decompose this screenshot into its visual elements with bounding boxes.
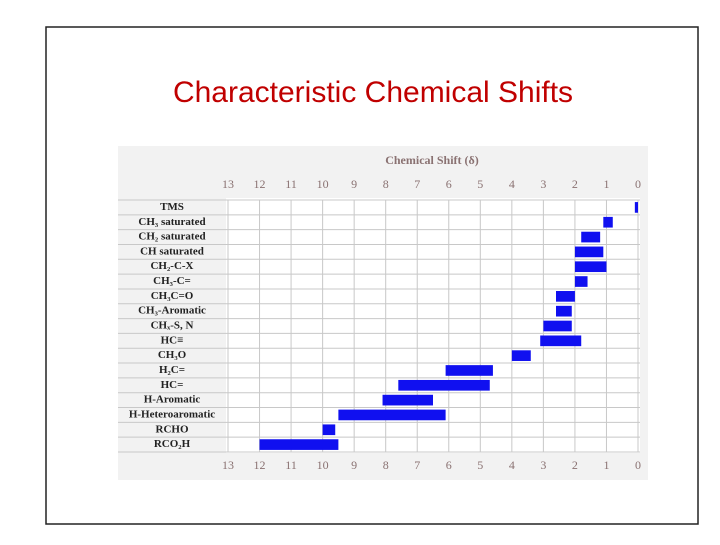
row-label: CH₃-C= <box>153 275 191 287</box>
range-bar <box>322 424 336 436</box>
x-tick-label: 12 <box>254 177 266 191</box>
x-tick-label: 6 <box>446 458 452 472</box>
row-label: RCHO <box>156 423 189 435</box>
range-bar <box>540 335 582 347</box>
x-tick-label: 12 <box>254 458 266 472</box>
range-bar <box>574 261 607 273</box>
row-label: CHₓ-S, N <box>151 320 194 332</box>
range-bar <box>603 216 613 228</box>
axis-title: Chemical Shift (δ) <box>385 153 479 167</box>
x-tick-label: 0 <box>635 177 641 191</box>
range-bar <box>574 276 588 287</box>
x-tick-label: 6 <box>446 177 452 191</box>
row-label: CH₂ saturated <box>138 231 205 243</box>
x-tick-label: 9 <box>351 458 357 472</box>
range-bar <box>445 365 493 376</box>
x-tick-label: 5 <box>477 177 483 191</box>
x-tick-label: 13 <box>222 177 234 191</box>
row-label: HC= <box>161 379 184 391</box>
row-label: H₂C= <box>159 364 185 376</box>
x-tick-label: 10 <box>317 458 329 472</box>
x-tick-label: 3 <box>540 458 546 472</box>
x-tick-label: 4 <box>509 177 515 191</box>
row-label: RCO₂H <box>154 438 191 450</box>
range-bar <box>556 291 575 302</box>
range-bar <box>259 439 339 450</box>
row-label: H-Aromatic <box>144 394 201 406</box>
row-label: CH saturated <box>140 245 204 257</box>
x-tick-label: 0 <box>635 458 641 472</box>
range-bar <box>511 350 531 361</box>
range-bar <box>398 379 490 391</box>
x-tick-label: 13 <box>222 458 234 472</box>
x-tick-label: 3 <box>540 177 546 191</box>
row-label: TMS <box>160 201 184 213</box>
range-bar <box>634 202 638 213</box>
x-tick-label: 11 <box>285 177 297 191</box>
x-tick-label: 2 <box>572 177 578 191</box>
x-tick-label: 8 <box>383 177 389 191</box>
x-tick-label: 2 <box>572 458 578 472</box>
row-label: HC≡ <box>161 334 184 346</box>
x-tick-label: 7 <box>414 458 420 472</box>
x-tick-label: 8 <box>383 458 389 472</box>
range-bar <box>382 394 433 406</box>
range-bar <box>574 246 604 258</box>
row-label: CH₃ saturated <box>138 216 205 228</box>
row-label: CH₂-C-X <box>150 260 193 272</box>
x-tick-label: 11 <box>285 458 297 472</box>
x-tick-label: 1 <box>603 458 609 472</box>
x-tick-label: 5 <box>477 458 483 472</box>
row-label: CH₃O <box>158 349 187 361</box>
row-label: CH₃-Aromatic <box>138 305 206 317</box>
range-bar <box>581 231 601 243</box>
range-bar <box>543 320 572 332</box>
x-tick-label: 10 <box>317 177 329 191</box>
row-label: CH₃C=O <box>151 290 194 302</box>
row-label: H-Heteroaromatic <box>129 408 215 420</box>
x-tick-label: 7 <box>414 177 420 191</box>
range-bar <box>556 305 572 317</box>
range-bar <box>338 409 446 421</box>
x-tick-label: 1 <box>603 177 609 191</box>
slide-title: Characteristic Chemical Shifts <box>173 76 573 109</box>
x-tick-label: 9 <box>351 177 357 191</box>
x-tick-label: 4 <box>509 458 515 472</box>
